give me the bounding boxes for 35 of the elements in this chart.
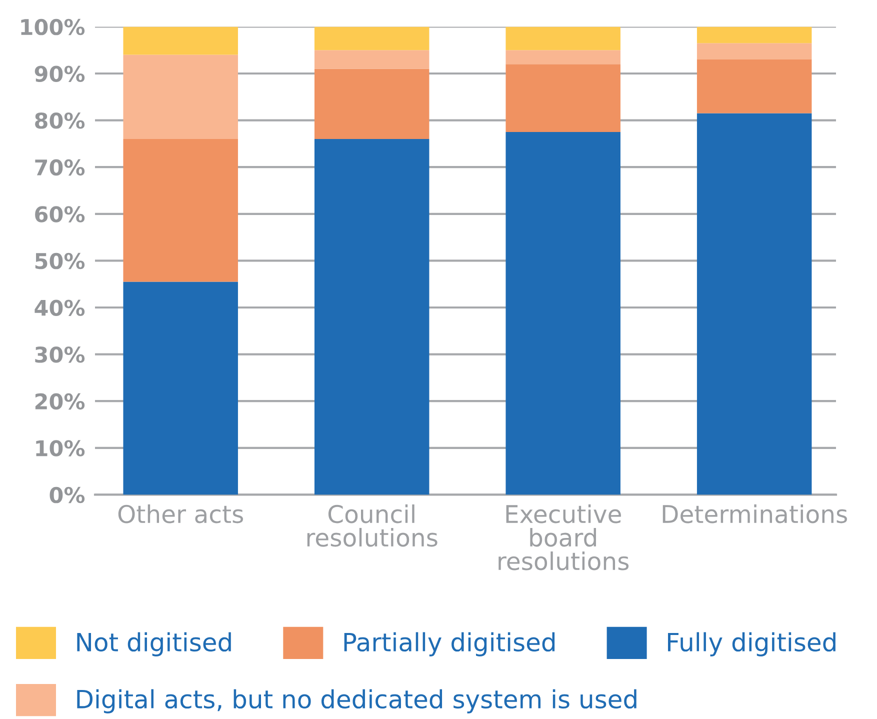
x-tick-label: Determinations xyxy=(662,504,847,524)
x-tick-label: Council resolutions xyxy=(307,504,438,547)
bar xyxy=(314,139,430,495)
y-tick-label: 0% xyxy=(50,486,85,504)
y-tick-label: 60% xyxy=(35,206,85,222)
legend-label: Fully digitised xyxy=(668,632,836,656)
legend-label: Digital acts, but no dedicated system is used xyxy=(77,689,636,714)
x-tick-label: Other acts xyxy=(118,504,244,524)
y-tick-label: 10% xyxy=(36,440,85,456)
bar xyxy=(314,50,430,69)
bar xyxy=(696,113,812,495)
legend-label: Not digitised xyxy=(77,632,231,656)
y-tick-label: 50% xyxy=(35,252,85,270)
bar xyxy=(123,54,238,140)
y-tick-label: 100% xyxy=(21,18,85,36)
bar xyxy=(696,43,812,60)
x-tick-label: Executive board resolutions xyxy=(498,504,629,570)
bar xyxy=(314,68,430,140)
bar xyxy=(506,50,620,64)
y-tick-label: 20% xyxy=(35,393,85,410)
bar xyxy=(696,26,812,44)
bar xyxy=(506,132,620,495)
bar xyxy=(123,139,238,282)
bar xyxy=(506,26,620,50)
y-tick-label: 40% xyxy=(34,300,85,316)
bar xyxy=(696,59,812,114)
bar xyxy=(123,26,238,55)
y-tick-label: 90% xyxy=(34,66,85,82)
legend-label: Partially digitised xyxy=(344,632,555,656)
y-tick-label: 30% xyxy=(35,346,85,363)
bar xyxy=(314,26,430,50)
y-tick-label: 70% xyxy=(35,159,85,176)
bar xyxy=(123,282,238,495)
y-tick-label: 80% xyxy=(35,112,85,129)
bar xyxy=(506,64,620,132)
